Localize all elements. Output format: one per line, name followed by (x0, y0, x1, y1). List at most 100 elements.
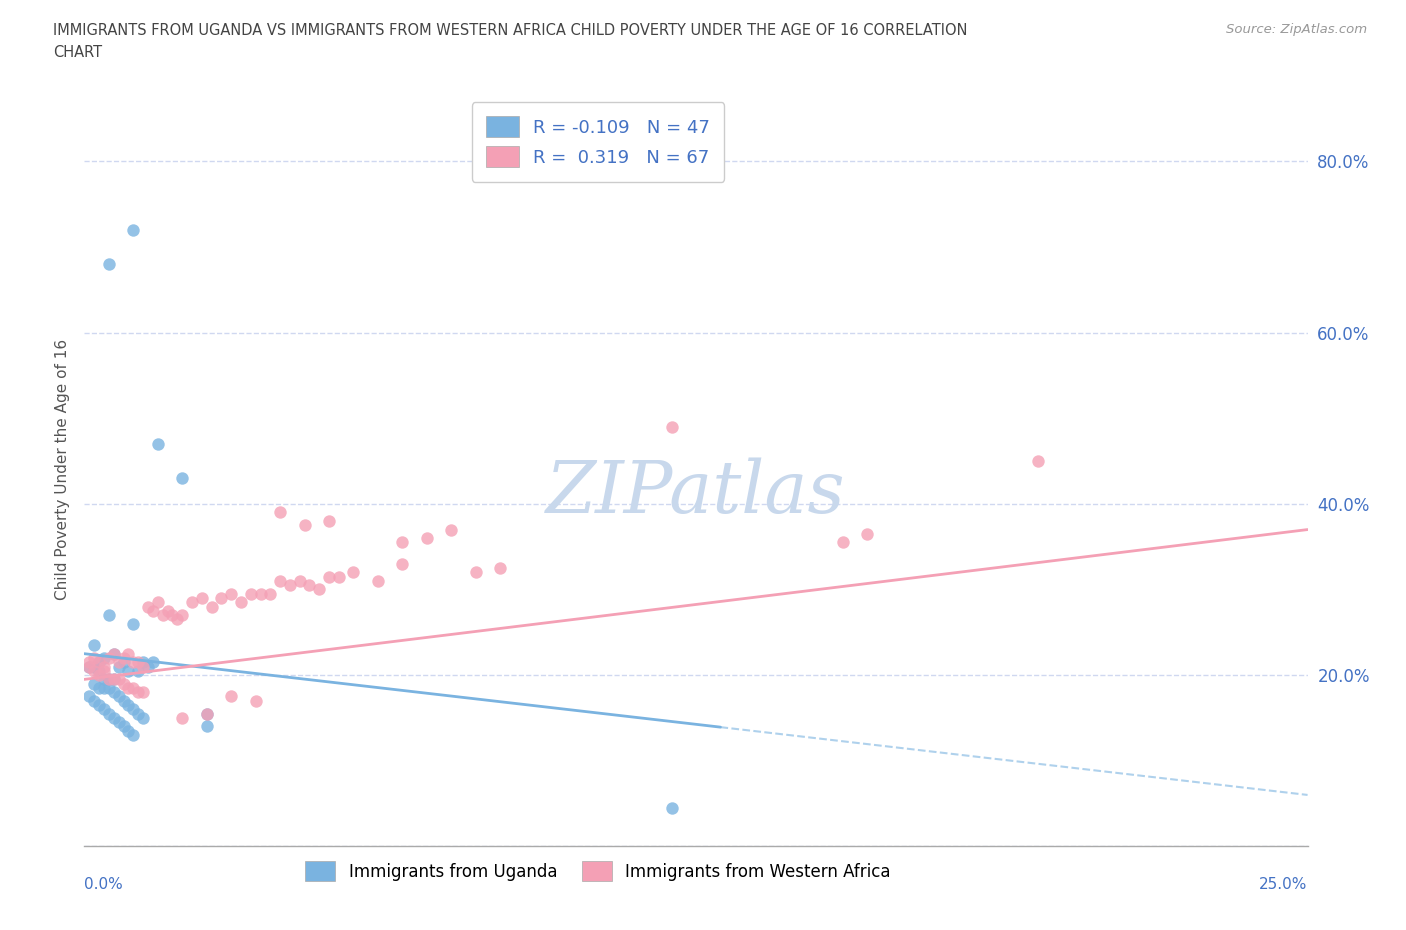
Text: 0.0%: 0.0% (84, 877, 124, 892)
Point (97, 672, 120, 687)
Point (122, 617, 145, 631)
Point (318, 569, 340, 584)
Point (97, 607, 120, 622)
Point (103, 672, 125, 687)
Point (166, 612, 188, 627)
Point (328, 569, 350, 584)
Point (77, 655, 100, 670)
Point (122, 702, 145, 717)
Point (127, 706, 149, 721)
Point (278, 578, 301, 592)
Text: IMMIGRANTS FROM UGANDA VS IMMIGRANTS FROM WESTERN AFRICA CHILD POVERTY UNDER THE: IMMIGRANTS FROM UGANDA VS IMMIGRANTS FRO… (53, 23, 967, 38)
Point (77, 659, 100, 674)
Point (87, 655, 110, 670)
Point (367, 574, 389, 589)
Point (132, 711, 155, 725)
Point (107, 659, 129, 674)
Point (146, 595, 169, 610)
Point (83, 676, 105, 691)
Point (93, 663, 115, 678)
Point (195, 719, 218, 734)
Y-axis label: Child Poverty Under the Age of 16: Child Poverty Under the Age of 16 (55, 339, 70, 600)
Point (112, 719, 135, 734)
Point (112, 655, 135, 670)
Point (489, 561, 512, 576)
Point (156, 604, 179, 618)
Point (308, 582, 330, 597)
Point (117, 681, 139, 696)
Point (239, 586, 262, 601)
Point (93, 659, 115, 674)
Point (97, 257, 120, 272)
Point (83, 651, 105, 666)
Point (416, 531, 439, 546)
Point (245, 694, 267, 709)
Point (136, 659, 159, 674)
Point (87, 655, 110, 670)
Point (107, 672, 129, 687)
Point (1028, 454, 1050, 469)
Point (200, 599, 222, 614)
Point (93, 702, 115, 717)
Point (172, 471, 194, 485)
Text: Source: ZipAtlas.com: Source: ZipAtlas.com (1226, 23, 1367, 36)
Point (391, 535, 413, 550)
Text: CHART: CHART (53, 45, 103, 60)
Point (219, 689, 242, 704)
Point (122, 681, 145, 696)
Point (259, 586, 281, 601)
Point (117, 724, 139, 738)
Point (661, 419, 683, 434)
Point (127, 684, 149, 699)
Point (195, 706, 218, 721)
Point (172, 711, 194, 725)
Point (132, 655, 155, 670)
Point (132, 659, 155, 674)
Point (219, 586, 242, 601)
Point (172, 607, 194, 622)
Point (87, 668, 110, 683)
Point (122, 222, 145, 237)
Point (127, 655, 149, 670)
Point (97, 651, 120, 666)
Point (107, 655, 129, 670)
Point (87, 698, 110, 712)
Point (112, 676, 135, 691)
Point (107, 689, 129, 704)
Point (103, 684, 125, 699)
Point (103, 646, 125, 661)
Point (294, 518, 316, 533)
Point (269, 574, 291, 589)
Point (112, 694, 135, 709)
Point (249, 586, 271, 601)
Text: ZIPatlas: ZIPatlas (546, 457, 846, 527)
Point (342, 565, 364, 579)
Point (83, 663, 105, 678)
Point (117, 663, 139, 678)
Point (112, 651, 135, 666)
Point (831, 535, 853, 550)
Point (298, 578, 321, 592)
Point (181, 595, 204, 610)
Point (77, 659, 100, 674)
Point (117, 646, 139, 661)
Point (93, 672, 115, 687)
Point (269, 505, 291, 520)
Point (122, 655, 145, 670)
Point (132, 684, 155, 699)
Point (87, 663, 110, 678)
Point (162, 607, 184, 622)
Legend: Immigrants from Uganda, Immigrants from Western Africa: Immigrants from Uganda, Immigrants from … (295, 852, 901, 891)
Point (83, 694, 105, 709)
Point (103, 711, 125, 725)
Point (87, 681, 110, 696)
Point (136, 599, 159, 614)
Point (318, 513, 340, 528)
Point (142, 655, 165, 670)
Point (103, 646, 125, 661)
Point (93, 651, 115, 666)
Point (142, 604, 165, 618)
Point (856, 526, 879, 541)
Point (107, 715, 129, 730)
Point (229, 595, 252, 610)
